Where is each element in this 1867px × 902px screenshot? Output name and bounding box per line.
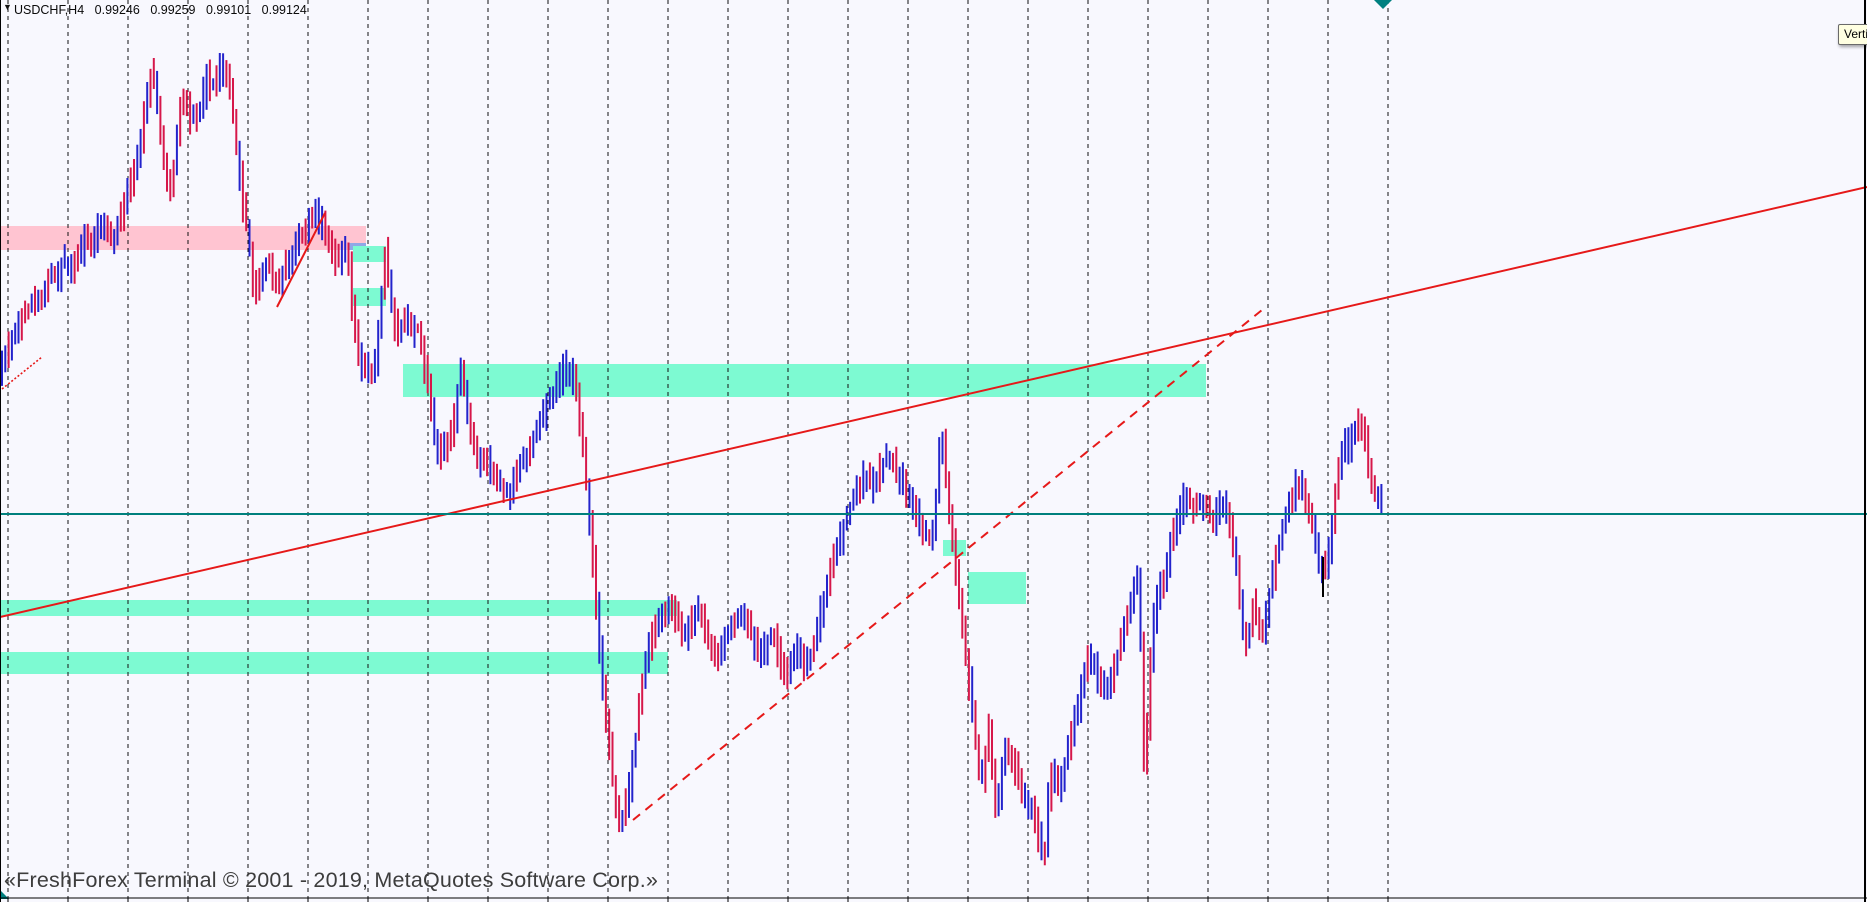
demand-zone-main[interactable] bbox=[403, 364, 1206, 397]
object-tooltip: Vertic bbox=[1838, 24, 1867, 45]
terminal-copyright: «FreshForex Terminal © 2001 - 2019, Meta… bbox=[4, 868, 659, 892]
trendline-short-mid[interactable] bbox=[276, 212, 326, 308]
demand-box-a[interactable] bbox=[353, 246, 386, 262]
trendline-main[interactable] bbox=[0, 186, 1867, 618]
corner-wedge-icon bbox=[0, 890, 9, 899]
demand-box-e2[interactable] bbox=[968, 572, 1026, 604]
symbol-title: USDCHF,H4 0.99246 0.99259 0.99101 0.9912… bbox=[14, 3, 314, 17]
demand-box-b[interactable] bbox=[353, 288, 386, 306]
symbol-period-label: USDCHF,H4 bbox=[14, 3, 85, 17]
demand-band-c[interactable] bbox=[0, 600, 677, 616]
trendline-short-left[interactable] bbox=[1, 356, 43, 390]
chart-context-icon[interactable]: ▼ bbox=[3, 2, 12, 12]
price-close: 0.99124 bbox=[261, 3, 307, 17]
supply-zone-pink[interactable] bbox=[0, 226, 366, 250]
arrow-down-marker[interactable] bbox=[1374, 0, 1392, 9]
price-high: 0.99259 bbox=[150, 3, 196, 17]
candles-layer bbox=[1, 53, 1383, 866]
demand-box-e1[interactable] bbox=[943, 540, 966, 556]
demand-band-d[interactable] bbox=[0, 652, 668, 674]
trendline-dashed[interactable] bbox=[632, 309, 1263, 821]
price-low: 0.99101 bbox=[205, 3, 252, 17]
price-open: 0.99246 bbox=[94, 3, 140, 17]
